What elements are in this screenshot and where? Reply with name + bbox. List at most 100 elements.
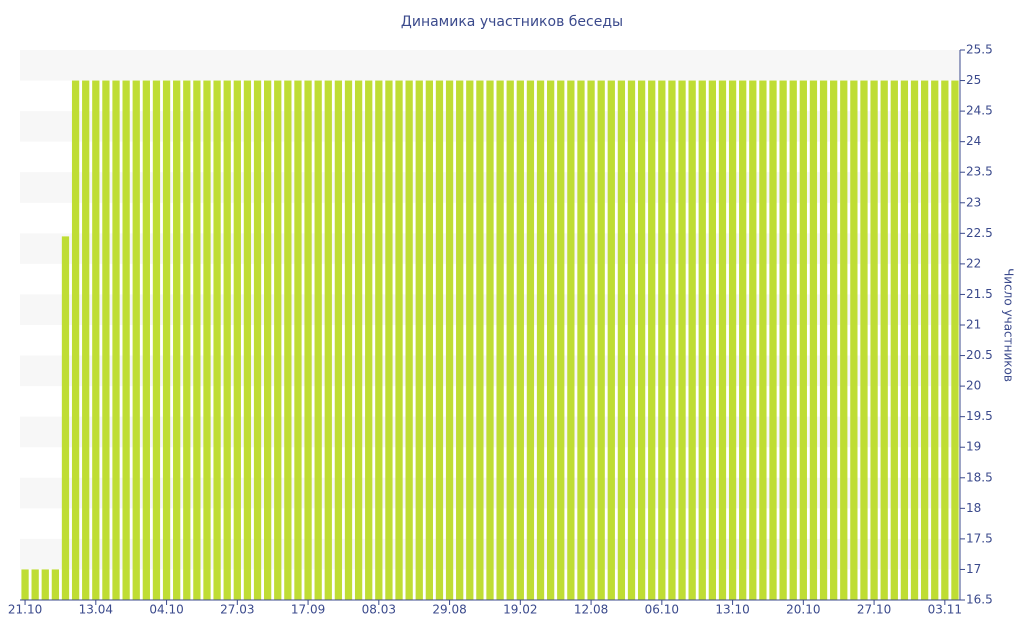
x-tick-label: 20.10: [786, 603, 820, 617]
bar: [425, 80, 433, 601]
bar: [496, 80, 504, 601]
bar: [779, 80, 787, 601]
bar: [82, 80, 90, 601]
bar: [354, 80, 363, 601]
bar: [92, 80, 100, 601]
bar: [739, 80, 747, 601]
bar: [860, 80, 868, 601]
bar: [445, 80, 454, 601]
y-tick-label: 17.5: [966, 531, 993, 545]
x-tick-label: 03.11: [928, 603, 962, 617]
bar: [698, 80, 706, 601]
bar: [476, 80, 484, 601]
bar: [71, 80, 80, 601]
bar: [577, 80, 585, 601]
bar: [951, 80, 959, 601]
bar: [263, 80, 272, 601]
bar: [294, 80, 302, 601]
bar: [607, 80, 615, 601]
x-tick-label: 27.10: [857, 603, 891, 617]
bar: [799, 80, 807, 601]
grid-band: [20, 50, 960, 81]
y-tick-label: 19.5: [966, 409, 993, 423]
y-tick-label: 22: [966, 256, 981, 270]
bar: [274, 80, 282, 601]
bar: [142, 80, 150, 601]
bar: [526, 80, 535, 601]
x-tick-label: 13.04: [79, 603, 113, 617]
bar: [41, 569, 49, 600]
bar: [365, 80, 373, 601]
bar: [415, 80, 423, 601]
x-tick-label: 27.03: [220, 603, 254, 617]
bar: [31, 569, 39, 600]
y-tick-label: 23: [966, 195, 981, 209]
bar: [122, 80, 130, 601]
x-tick-label: 21.10: [8, 603, 42, 617]
y-axis-label: Число участников: [1002, 268, 1016, 382]
bar: [152, 80, 161, 601]
x-tick-label: 17.09: [291, 603, 325, 617]
bar: [223, 80, 231, 601]
bar: [840, 80, 848, 601]
bar: [718, 80, 727, 601]
bar: [678, 80, 686, 601]
y-tick-label: 25.5: [966, 43, 993, 57]
bar: [728, 80, 737, 601]
bar: [385, 80, 393, 601]
bar: [809, 80, 818, 601]
bar: [910, 80, 919, 601]
bar: [21, 569, 29, 600]
bar: [183, 80, 191, 601]
x-tick-label: 08.03: [362, 603, 396, 617]
bar: [617, 80, 626, 601]
bar: [941, 80, 949, 601]
bar: [51, 569, 60, 600]
bar: [304, 80, 312, 601]
x-tick-label: 12.08: [574, 603, 608, 617]
bar: [536, 80, 545, 601]
y-tick-label: 21: [966, 318, 981, 332]
y-tick-label: 25: [966, 73, 981, 87]
x-tick-label: 06.10: [645, 603, 679, 617]
bar: [112, 80, 120, 601]
y-tick-label: 18.5: [966, 470, 993, 484]
y-tick-label: 20.5: [966, 348, 993, 362]
bar: [648, 80, 656, 601]
bar: [284, 80, 292, 601]
bar: [324, 80, 332, 601]
bar: [931, 80, 939, 601]
bar: [466, 80, 474, 601]
bar: [193, 80, 201, 601]
bar: [203, 80, 211, 601]
y-tick-label: 18: [966, 501, 981, 515]
bar: [627, 80, 636, 601]
bar: [375, 80, 383, 601]
y-tick-label: 24: [966, 134, 981, 148]
bar: [830, 80, 838, 601]
bar: [637, 80, 646, 601]
y-tick-label: 16.5: [966, 593, 993, 607]
bar: [395, 80, 403, 601]
bar: [243, 80, 252, 601]
bar: [819, 80, 828, 601]
y-tick-label: 22.5: [966, 226, 993, 240]
bar: [233, 80, 241, 601]
bar: [920, 80, 929, 601]
x-tick-label: 29.08: [432, 603, 466, 617]
bar: [587, 80, 595, 601]
chart-title: Динамика участников беседы: [401, 14, 623, 30]
y-tick-label: 21.5: [966, 287, 993, 301]
bar: [506, 80, 514, 601]
bar: [456, 80, 464, 601]
bar: [344, 80, 353, 601]
bar: [547, 80, 555, 601]
bar: [668, 80, 676, 601]
x-tick-label: 13.10: [715, 603, 749, 617]
bar: [789, 80, 797, 601]
bar: [850, 80, 858, 601]
bar: [162, 80, 171, 601]
bar: [567, 80, 575, 601]
bar: [61, 236, 70, 600]
